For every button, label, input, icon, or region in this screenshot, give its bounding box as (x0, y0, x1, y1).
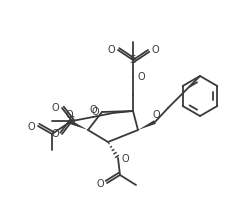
Text: O: O (51, 103, 59, 113)
Text: S: S (130, 55, 136, 65)
Text: O: O (27, 122, 35, 132)
Text: O: O (96, 179, 104, 189)
Text: O: O (65, 110, 73, 120)
Text: O: O (152, 110, 160, 120)
Text: O: O (121, 154, 129, 164)
Text: O: O (107, 45, 115, 55)
Polygon shape (69, 120, 88, 130)
Text: O: O (89, 105, 97, 115)
Text: O: O (91, 107, 99, 117)
Text: S: S (69, 116, 75, 126)
Polygon shape (138, 120, 156, 130)
Text: O: O (51, 129, 59, 139)
Text: O: O (151, 45, 159, 55)
Text: O: O (137, 72, 145, 82)
